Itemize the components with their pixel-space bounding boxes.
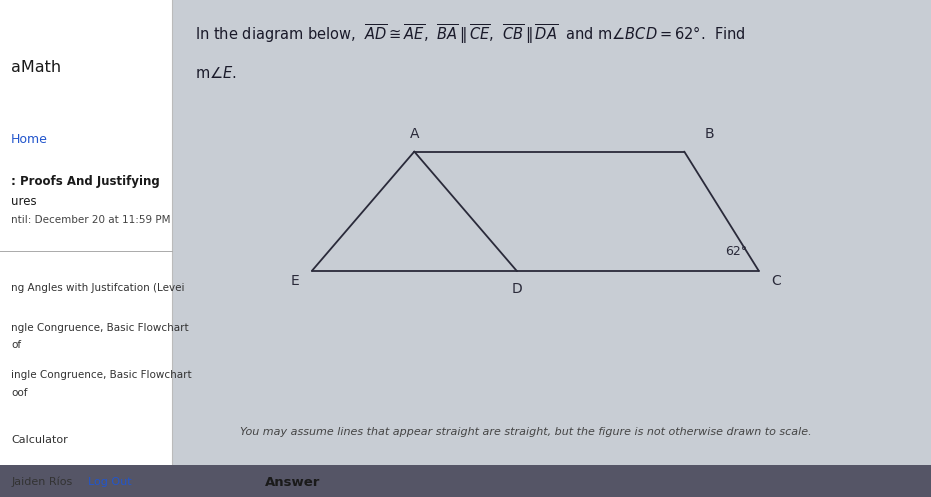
Text: Log Out: Log Out xyxy=(88,477,132,487)
Text: A: A xyxy=(410,127,419,141)
Text: m$\angle E$.: m$\angle E$. xyxy=(196,65,237,81)
Text: E: E xyxy=(290,274,300,288)
Text: Jaiden Ríos: Jaiden Ríos xyxy=(11,477,73,488)
Text: ures: ures xyxy=(11,195,37,208)
Text: In the diagram below,  $\overline{AD} \cong \overline{AE}$,  $\overline{BA} \,\|: In the diagram below, $\overline{AD} \co… xyxy=(196,22,746,46)
Text: C: C xyxy=(771,274,781,288)
Text: ng Angles with Justifcation (Levei: ng Angles with Justifcation (Levei xyxy=(11,283,184,293)
Text: ngle Congruence, Basic Flowchart: ngle Congruence, Basic Flowchart xyxy=(11,323,189,333)
Text: aMath: aMath xyxy=(11,60,61,75)
Text: You may assume lines that appear straight are straight, but the figure is not ot: You may assume lines that appear straigh… xyxy=(240,427,812,437)
Text: Answer: Answer xyxy=(265,476,320,489)
Text: ingle Congruence, Basic Flowchart: ingle Congruence, Basic Flowchart xyxy=(11,370,192,380)
FancyBboxPatch shape xyxy=(0,465,931,497)
Text: ntil: December 20 at 11:59 PM: ntil: December 20 at 11:59 PM xyxy=(11,215,170,225)
Text: : Proofs And Justifying: : Proofs And Justifying xyxy=(11,175,160,188)
FancyBboxPatch shape xyxy=(0,0,172,497)
Text: of: of xyxy=(11,340,21,350)
Text: D: D xyxy=(511,282,522,296)
Text: 62°: 62° xyxy=(725,246,748,258)
Text: B: B xyxy=(705,127,714,141)
Text: Home: Home xyxy=(11,133,48,146)
Text: Calculator: Calculator xyxy=(11,435,68,445)
Text: oof: oof xyxy=(11,388,28,398)
